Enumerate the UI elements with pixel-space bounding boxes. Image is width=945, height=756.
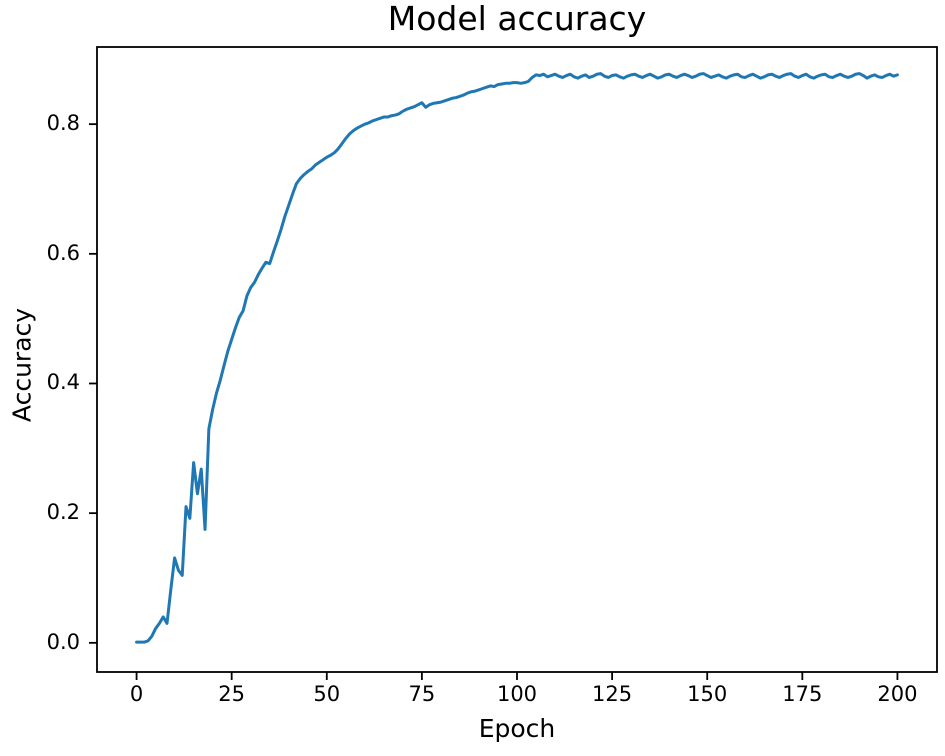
x-tick-label-1: 25: [218, 682, 246, 706]
y-tick-label-4: 0.8: [46, 111, 80, 136]
x-tick-label-5: 125: [592, 682, 633, 706]
chart-title: Model accuracy: [387, 0, 647, 38]
y-tick-label-3: 0.6: [46, 240, 80, 265]
x-tick-label-2: 50: [313, 682, 341, 706]
plot-spines: [96, 46, 938, 673]
x-tick-label-7: 175: [782, 682, 823, 706]
x-axis-label: Epoch: [478, 714, 556, 743]
y-tick-label-2: 0.4: [46, 370, 80, 395]
x-tick-label-0: 0: [129, 682, 144, 706]
y-tick-label-0: 0.0: [46, 629, 80, 654]
accuracy-line: [135, 72, 899, 644]
x-tick-label-3: 75: [408, 682, 436, 706]
x-tick-label-8: 200: [877, 682, 918, 706]
x-tick-label-4: 100: [496, 682, 538, 706]
x-tick-label-6: 150: [687, 682, 728, 706]
y-tick-label-1: 0.2: [46, 500, 80, 525]
